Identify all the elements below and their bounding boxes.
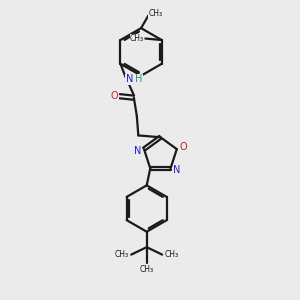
Text: O: O xyxy=(110,91,118,101)
Text: H: H xyxy=(135,74,142,84)
Text: CH₃: CH₃ xyxy=(115,250,129,259)
Text: CH₃: CH₃ xyxy=(165,250,179,259)
Text: N: N xyxy=(173,165,181,175)
Text: CH₃: CH₃ xyxy=(130,34,144,43)
Text: N: N xyxy=(126,74,133,84)
Text: CH₃: CH₃ xyxy=(149,9,163,18)
Text: CH₃: CH₃ xyxy=(140,265,154,274)
Text: N: N xyxy=(134,146,141,156)
Text: O: O xyxy=(179,142,187,152)
